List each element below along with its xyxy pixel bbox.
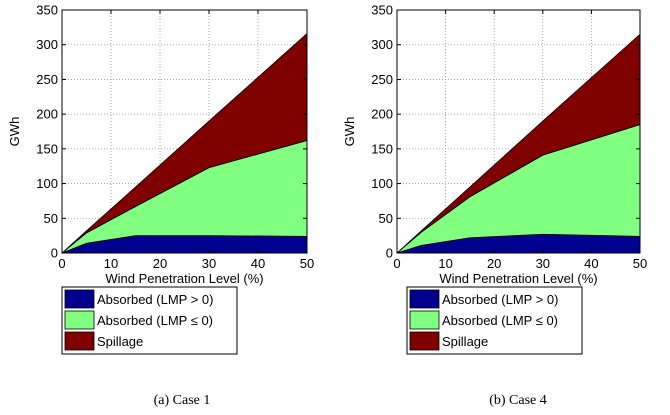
chart-1-y-tick-label-2: 100 [36, 176, 58, 191]
chart-1-x-tick-label-3: 30 [202, 256, 216, 271]
chart-2-legend-swatch-2 [409, 310, 440, 330]
chart-1-legend-label-2: Absorbed (LMP ≤ 0) [97, 313, 213, 328]
chart-2-x-tick-label-0: 0 [393, 256, 400, 271]
chart-1-y-tick-label-0: 0 [51, 246, 58, 261]
chart-2-legend-label-3: Spillage [442, 334, 488, 349]
chart-2-y-tick-label-7: 350 [371, 3, 393, 18]
chart-1-caption: (a) Case 1 [154, 393, 211, 408]
chart-1-x-axis-label: Wind Penetration Level (%) [105, 271, 263, 286]
chart-1-x-tick-label-4: 40 [251, 256, 265, 271]
chart-2-y-axis-label: GWh [342, 117, 357, 147]
chart-2-y-tick-label-4: 200 [371, 107, 393, 122]
chart-2-x-tick-label-3: 30 [536, 256, 550, 271]
chart-1-y-tick-label-1: 50 [44, 211, 58, 226]
chart-1-y-tick-label-3: 150 [36, 141, 58, 156]
chart-2-x-tick-label-4: 40 [584, 256, 598, 271]
chart-1-y-tick-label-6: 300 [36, 37, 58, 52]
chart-1-legend-swatch-1 [64, 289, 95, 309]
chart-1-legend-swatch-3 [64, 331, 95, 351]
chart-1-y-axis-label: GWh [7, 117, 22, 147]
chart-2-legend-label-2: Absorbed (LMP ≤ 0) [442, 313, 558, 328]
chart-2-y-tick-label-1: 50 [379, 211, 393, 226]
chart-2-legend-swatch-1 [409, 289, 440, 309]
chart-1-y-tick-label-7: 350 [36, 3, 58, 18]
chart-2-y-tick-label-0: 0 [386, 246, 393, 261]
chart-2-caption: (b) Case 4 [489, 393, 547, 408]
chart-2-legend-swatch-3 [409, 331, 440, 351]
chart-2-x-axis-label: Wind Penetration Level (%) [439, 271, 597, 286]
chart-1-y-tick-label-5: 250 [36, 72, 58, 87]
chart-2-y-tick-label-6: 300 [371, 37, 393, 52]
chart-1-x-tick-label-0: 0 [58, 256, 65, 271]
chart-1-x-tick-label-1: 10 [104, 256, 118, 271]
chart-1-legend-label-3: Spillage [97, 334, 143, 349]
chart-2-y-tick-label-3: 150 [371, 141, 393, 156]
chart-1-axes-box [61, 9, 308, 254]
chart-2-y-tick-label-5: 250 [371, 72, 393, 87]
chart-2-x-tick-label-1: 10 [438, 256, 452, 271]
chart-1-x-tick-label-2: 20 [153, 256, 167, 271]
chart-2-axes-box [396, 9, 641, 254]
chart-1-y-tick-label-4: 200 [36, 107, 58, 122]
chart-2-x-tick-label-5: 50 [633, 256, 647, 271]
chart-2-y-tick-label-2: 100 [371, 176, 393, 191]
chart-2-x-tick-label-2: 20 [487, 256, 501, 271]
chart-1-legend-swatch-2 [64, 310, 95, 330]
chart-1-legend-label-1: Absorbed (LMP > 0) [97, 292, 213, 307]
chart-1-x-tick-label-5: 50 [300, 256, 314, 271]
chart-2-legend-label-1: Absorbed (LMP > 0) [442, 292, 558, 307]
